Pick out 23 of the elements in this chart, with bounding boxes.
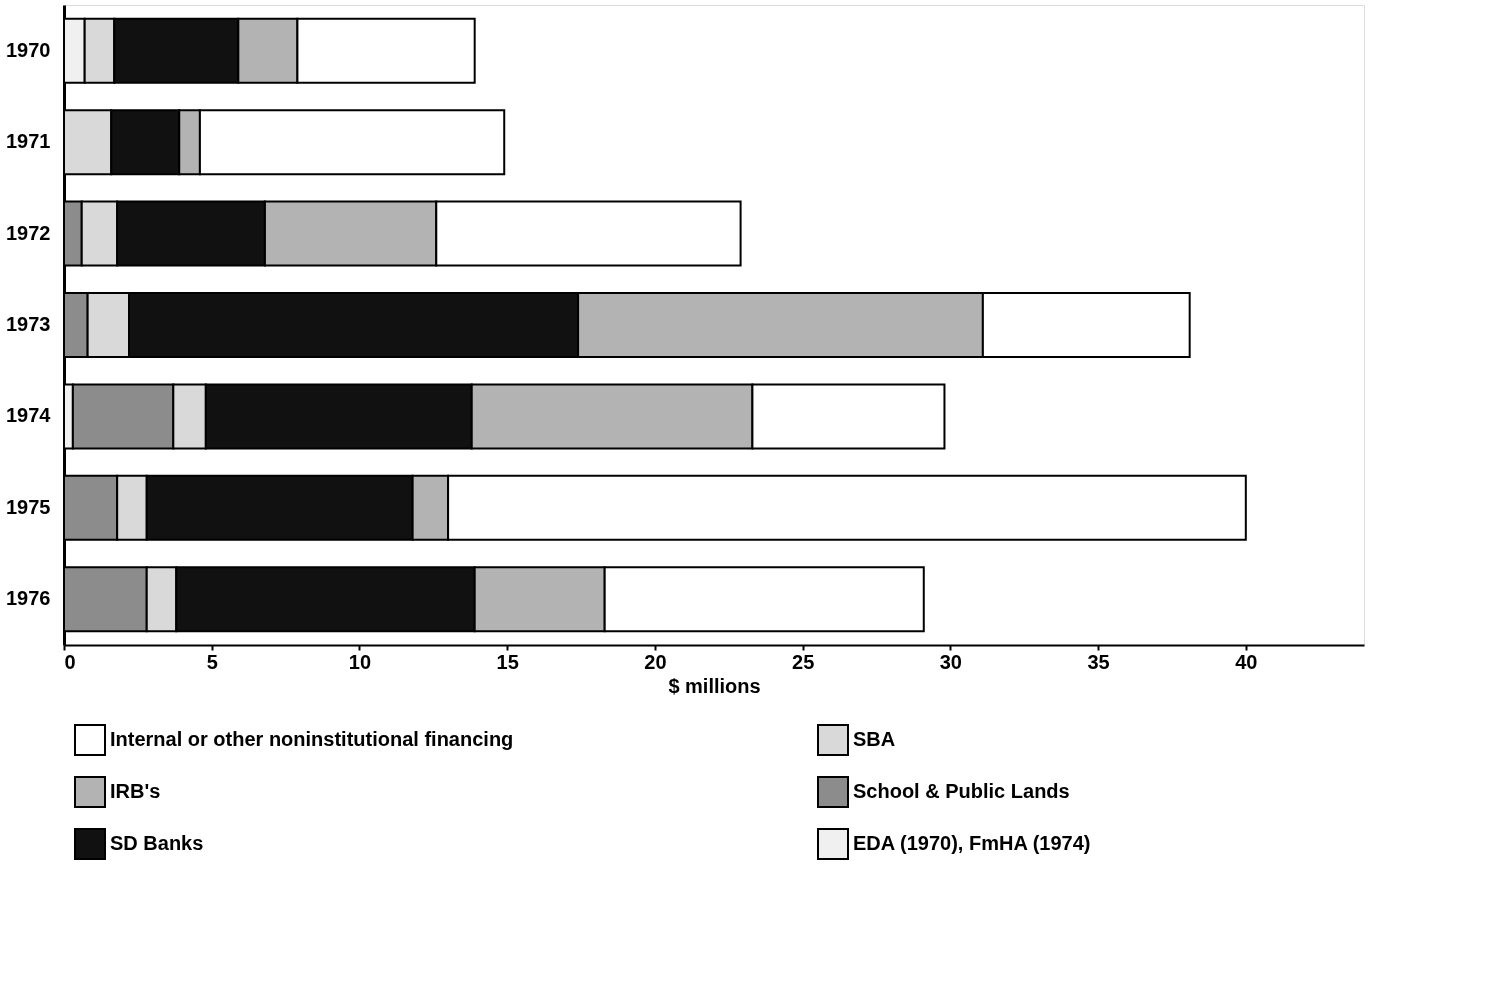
legend-label: School & Public Lands <box>853 780 1070 802</box>
y-tick-label: 1975 <box>6 495 51 518</box>
x-tick-label: 10 <box>348 650 372 673</box>
x-tick-label: 25 <box>792 650 815 673</box>
legend-label: SD Banks <box>110 832 204 854</box>
legend-label: Internal or other noninstitutional financing <box>110 728 514 750</box>
legend-label: IRB's <box>110 780 161 802</box>
x-tick-label: 0 <box>64 650 76 673</box>
x-axis-title: $ millions <box>668 674 761 697</box>
y-tick-label: 1973 <box>6 313 51 335</box>
x-tick-label: 30 <box>939 650 962 673</box>
x-tick-label: 35 <box>1087 650 1110 673</box>
x-tick-label: 40 <box>1235 650 1258 673</box>
y-tick-label: 1970 <box>6 38 51 61</box>
y-tick-label: 1974 <box>6 404 52 427</box>
x-tick-label: 5 <box>206 650 218 673</box>
legend-label: SBA <box>853 728 896 750</box>
y-tick-label: 1976 <box>6 587 51 610</box>
y-tick-label: 1971 <box>6 130 51 153</box>
x-tick-label: 15 <box>496 650 519 673</box>
legend-label: EDA (1970), FmHA (1974) <box>853 832 1091 854</box>
y-tick-label: 1972 <box>6 221 51 244</box>
x-tick-label: 20 <box>644 650 667 673</box>
